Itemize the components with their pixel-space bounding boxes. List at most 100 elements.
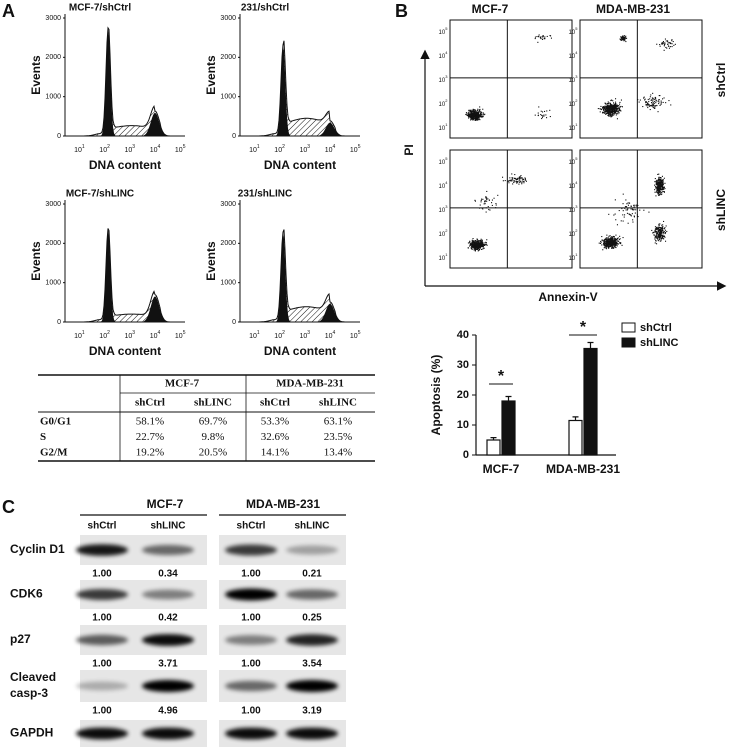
scatter-dot bbox=[646, 105, 648, 107]
table-cell: 32.6% bbox=[261, 431, 289, 443]
scatter-dot bbox=[613, 102, 615, 104]
scatter-dot bbox=[655, 235, 657, 237]
scatter-dot bbox=[611, 247, 613, 249]
scatter-dot bbox=[663, 235, 665, 237]
quantification: 3.71 bbox=[158, 659, 178, 670]
scatter-dot bbox=[663, 97, 665, 99]
scatter-dot bbox=[524, 177, 526, 179]
scatter-dot bbox=[669, 46, 671, 48]
scatter-dot bbox=[656, 104, 658, 106]
scatter-dot bbox=[625, 35, 627, 37]
scatter-dot bbox=[482, 244, 484, 246]
scatter-dot bbox=[476, 119, 478, 121]
scatter-dot bbox=[643, 97, 645, 99]
quantification: 0.25 bbox=[302, 613, 322, 624]
scatter-dot bbox=[606, 112, 608, 114]
scatter-dot bbox=[664, 182, 666, 184]
scatter-dot bbox=[493, 197, 495, 199]
scatter-dot bbox=[659, 193, 661, 195]
scatter-dot bbox=[652, 98, 654, 100]
scatter-dot bbox=[477, 242, 479, 244]
scatter-dot bbox=[516, 182, 518, 184]
row-header: shCtrl bbox=[714, 63, 728, 98]
scatter-dot bbox=[481, 114, 483, 116]
scatter-dot bbox=[614, 246, 616, 248]
scatter-dot bbox=[645, 101, 647, 103]
scatter-dot bbox=[653, 103, 655, 105]
tick-label: 104 bbox=[439, 50, 449, 60]
y-tick-label: 3000 bbox=[220, 15, 236, 22]
scatter-dot bbox=[659, 235, 661, 237]
scatter-dot bbox=[607, 110, 609, 112]
scatter-dot bbox=[661, 42, 663, 44]
tick-exponent: 1 bbox=[257, 144, 260, 150]
scatter-dot bbox=[666, 47, 668, 49]
scatter-dot bbox=[661, 42, 663, 44]
scatter-dot bbox=[654, 238, 656, 240]
scatter-dot bbox=[472, 119, 474, 121]
scatter-dot bbox=[613, 240, 615, 242]
scatter-dot bbox=[609, 102, 611, 104]
scatter-dot bbox=[543, 115, 545, 117]
scatter-dot bbox=[606, 248, 608, 250]
bar bbox=[501, 400, 516, 456]
scatter-dot bbox=[480, 238, 482, 240]
scatter-dot bbox=[477, 108, 479, 110]
scatter-dot bbox=[606, 106, 608, 108]
scatter-dot bbox=[606, 234, 608, 236]
scatter-dot bbox=[607, 103, 609, 105]
lane-label: shCtrl bbox=[88, 521, 117, 532]
scatter-dot bbox=[469, 113, 471, 115]
quantification: 3.19 bbox=[302, 706, 322, 717]
scatter-dot bbox=[482, 245, 484, 247]
scatter-dot bbox=[673, 44, 675, 46]
scatter-dot bbox=[615, 114, 617, 116]
scatter-dot bbox=[660, 179, 662, 181]
scatter-dot bbox=[629, 202, 631, 204]
scatter-dot bbox=[619, 235, 621, 237]
scatter-dot bbox=[537, 112, 539, 114]
scatter-dot bbox=[662, 42, 664, 44]
scatter-dot bbox=[623, 216, 625, 218]
blot-band bbox=[76, 634, 128, 646]
scatter-dot bbox=[546, 35, 548, 37]
scatter-dot bbox=[632, 219, 634, 221]
scatter-dot bbox=[605, 237, 607, 239]
scatter-dot bbox=[521, 178, 523, 180]
scatter-dot bbox=[486, 244, 488, 246]
scatter-dot bbox=[517, 178, 519, 180]
scatter-dot bbox=[607, 111, 609, 113]
tick-base: 10 bbox=[74, 147, 82, 154]
scatter-dot bbox=[664, 188, 666, 190]
scatter-dot bbox=[655, 230, 657, 232]
scatter-dot bbox=[608, 115, 610, 117]
scatter-dot bbox=[520, 181, 522, 183]
scatter-dot bbox=[618, 240, 620, 242]
scatter-dot bbox=[477, 118, 479, 120]
quantification: 0.42 bbox=[158, 613, 178, 624]
scatter-dot bbox=[615, 241, 617, 243]
scatter-dot bbox=[477, 243, 479, 245]
scatter-dot bbox=[664, 43, 666, 45]
y-tick-label: 0 bbox=[232, 319, 236, 326]
y-tick-label: 3000 bbox=[45, 201, 61, 208]
scatter-dot bbox=[609, 238, 611, 240]
table-subheader: shLINC bbox=[194, 397, 232, 409]
scatter-dot bbox=[519, 177, 521, 179]
scatter-dot bbox=[613, 243, 615, 245]
scatter-dot bbox=[614, 239, 616, 241]
scatter-dot bbox=[662, 187, 664, 189]
scatter-dot bbox=[608, 239, 610, 241]
scatter-dot bbox=[626, 203, 628, 205]
scatter-dot bbox=[619, 106, 621, 108]
scatter-dot bbox=[604, 106, 606, 108]
scatter-dot bbox=[611, 238, 613, 240]
scatter-dot bbox=[656, 237, 658, 239]
scatter-dot bbox=[473, 114, 475, 116]
scatter-dot bbox=[484, 201, 486, 203]
scatter-dot bbox=[479, 116, 481, 118]
scatter-dot bbox=[624, 36, 626, 38]
scatter-dot bbox=[476, 248, 478, 250]
scatter-dot bbox=[475, 119, 477, 121]
scatter-dot bbox=[654, 189, 656, 191]
